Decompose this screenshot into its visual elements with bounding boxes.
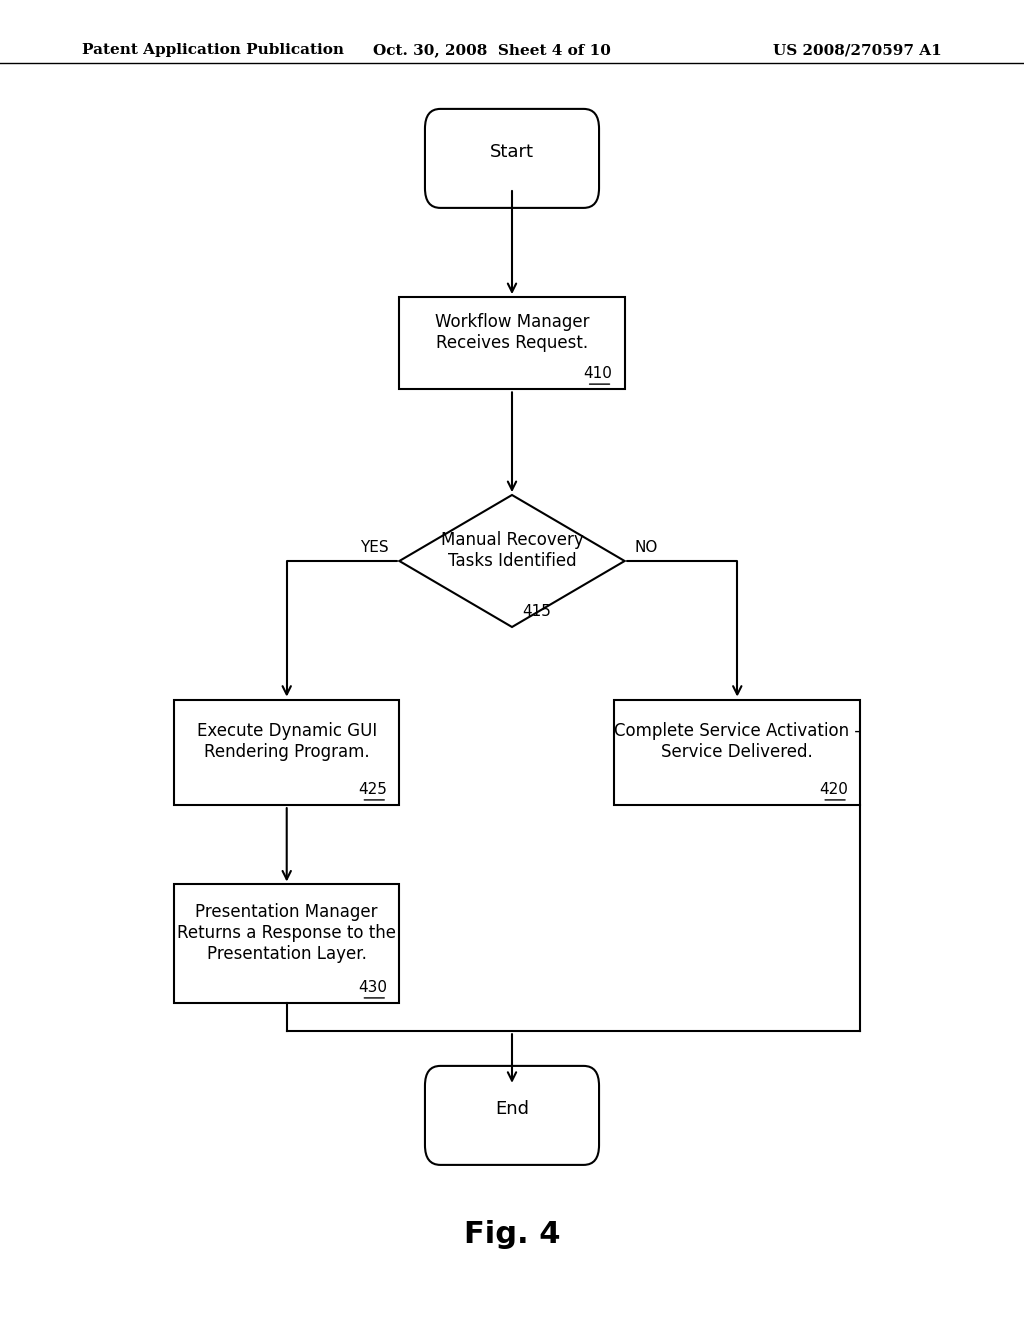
Text: Fig. 4: Fig. 4 (464, 1220, 560, 1249)
Text: Presentation Manager
Returns a Response to the
Presentation Layer.: Presentation Manager Returns a Response … (177, 903, 396, 964)
Text: Manual Recovery
Tasks Identified: Manual Recovery Tasks Identified (440, 531, 584, 570)
Bar (174, 700, 399, 805)
Text: 415: 415 (522, 605, 551, 619)
FancyBboxPatch shape (425, 1067, 599, 1164)
Text: 430: 430 (358, 981, 387, 995)
Text: Oct. 30, 2008  Sheet 4 of 10: Oct. 30, 2008 Sheet 4 of 10 (373, 44, 610, 57)
Text: 425: 425 (358, 783, 387, 797)
Text: US 2008/270597 A1: US 2008/270597 A1 (773, 44, 942, 57)
FancyBboxPatch shape (425, 110, 599, 207)
Text: 420: 420 (819, 783, 848, 797)
Bar (399, 297, 625, 389)
Text: Complete Service Activation -
Service Delivered.: Complete Service Activation - Service De… (614, 722, 860, 762)
Text: Patent Application Publication: Patent Application Publication (82, 44, 344, 57)
Text: 410: 410 (584, 367, 612, 381)
Text: YES: YES (360, 540, 389, 556)
Text: Execute Dynamic GUI
Rendering Program.: Execute Dynamic GUI Rendering Program. (197, 722, 377, 762)
Text: Start: Start (490, 143, 534, 161)
Text: NO: NO (635, 540, 658, 556)
Polygon shape (399, 495, 625, 627)
Text: End: End (495, 1100, 529, 1118)
Bar (614, 700, 860, 805)
Bar (174, 884, 399, 1003)
Text: Workflow Manager
Receives Request.: Workflow Manager Receives Request. (435, 313, 589, 352)
